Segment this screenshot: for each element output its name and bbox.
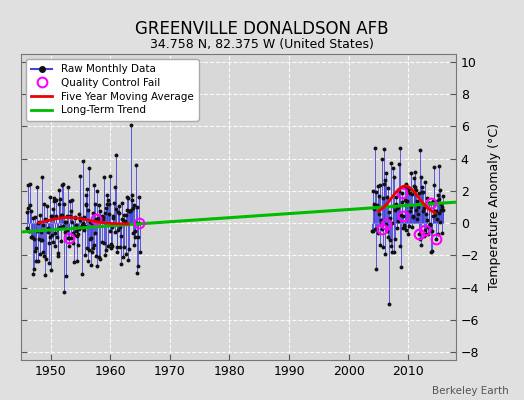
Y-axis label: Temperature Anomaly (°C): Temperature Anomaly (°C) [487, 124, 500, 290]
Text: 34.758 N, 82.375 W (United States): 34.758 N, 82.375 W (United States) [150, 38, 374, 51]
Text: GREENVILLE DONALDSON AFB: GREENVILLE DONALDSON AFB [135, 20, 389, 38]
Legend: Raw Monthly Data, Quality Control Fail, Five Year Moving Average, Long-Term Tren: Raw Monthly Data, Quality Control Fail, … [26, 59, 199, 120]
Text: Berkeley Earth: Berkeley Earth [432, 386, 508, 396]
